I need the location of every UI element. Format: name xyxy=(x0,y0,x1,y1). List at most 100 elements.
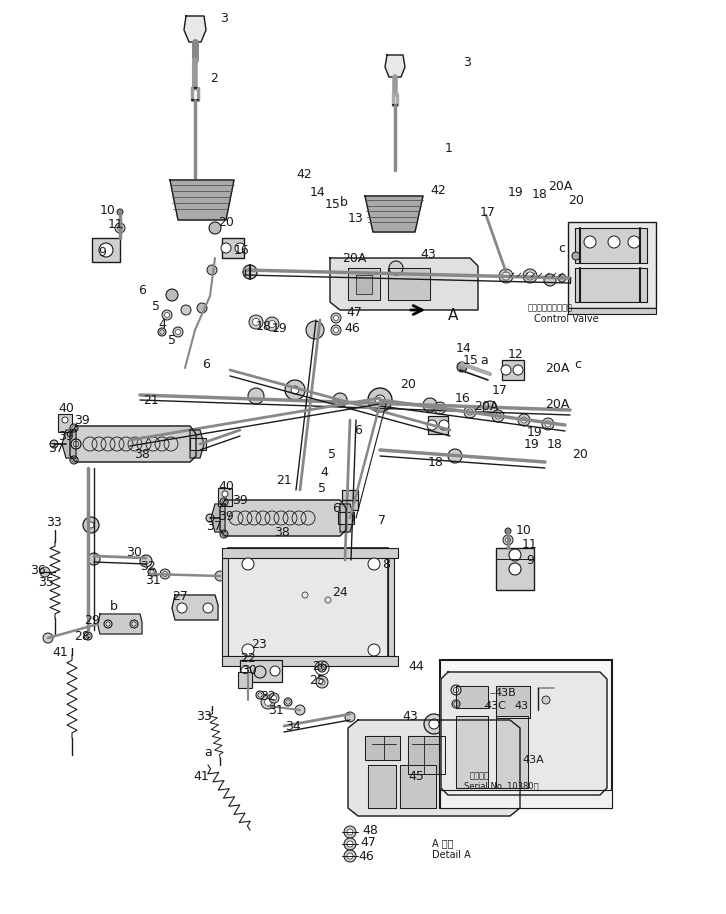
Circle shape xyxy=(467,409,473,415)
Circle shape xyxy=(264,698,272,706)
Circle shape xyxy=(248,388,264,404)
Circle shape xyxy=(243,265,257,279)
Text: 38: 38 xyxy=(274,526,290,539)
Text: 8: 8 xyxy=(382,558,390,570)
Text: 12: 12 xyxy=(508,347,523,360)
Bar xyxy=(440,660,612,808)
Circle shape xyxy=(499,269,513,283)
Text: 18: 18 xyxy=(532,187,548,200)
Polygon shape xyxy=(365,736,400,760)
Circle shape xyxy=(264,698,272,706)
Bar xyxy=(190,438,206,450)
Text: 40: 40 xyxy=(58,401,74,415)
Text: 37: 37 xyxy=(206,520,222,534)
Polygon shape xyxy=(356,275,372,294)
Text: 11: 11 xyxy=(522,537,538,550)
Text: 18: 18 xyxy=(428,455,444,469)
Text: 6: 6 xyxy=(138,283,146,296)
Text: 37: 37 xyxy=(48,441,64,454)
Circle shape xyxy=(173,327,183,337)
Circle shape xyxy=(209,222,221,234)
Text: 21: 21 xyxy=(276,473,292,486)
Text: 20A: 20A xyxy=(342,251,367,264)
Circle shape xyxy=(439,420,449,430)
Text: 9: 9 xyxy=(526,554,534,567)
Circle shape xyxy=(104,620,112,628)
Bar xyxy=(338,512,354,524)
Text: 31: 31 xyxy=(268,704,284,717)
Circle shape xyxy=(429,719,439,729)
Text: 43: 43 xyxy=(402,709,417,722)
Circle shape xyxy=(347,841,353,847)
Circle shape xyxy=(163,571,168,577)
Text: 42: 42 xyxy=(430,185,446,197)
Circle shape xyxy=(162,310,172,320)
Circle shape xyxy=(272,696,277,700)
Polygon shape xyxy=(388,268,430,300)
Text: c: c xyxy=(574,357,581,370)
Bar xyxy=(92,238,120,262)
Circle shape xyxy=(451,685,461,695)
Text: 18: 18 xyxy=(547,439,563,452)
Text: 40: 40 xyxy=(218,480,234,493)
Circle shape xyxy=(40,567,50,577)
Text: a: a xyxy=(480,354,488,367)
Text: 32: 32 xyxy=(260,689,276,703)
Text: 9: 9 xyxy=(98,246,106,259)
Text: 26: 26 xyxy=(312,660,327,673)
Text: b: b xyxy=(110,600,118,612)
Circle shape xyxy=(347,829,353,835)
Circle shape xyxy=(319,679,325,685)
Bar xyxy=(496,548,534,590)
Text: 20A: 20A xyxy=(548,179,572,193)
Circle shape xyxy=(269,321,275,327)
Circle shape xyxy=(545,421,551,427)
Bar xyxy=(222,656,398,666)
Text: 10: 10 xyxy=(516,524,532,537)
Text: 27: 27 xyxy=(172,590,188,603)
Circle shape xyxy=(389,261,403,275)
Text: 20A: 20A xyxy=(545,362,569,375)
Circle shape xyxy=(206,514,214,522)
Circle shape xyxy=(628,236,640,248)
Text: 36: 36 xyxy=(30,564,46,577)
Bar xyxy=(568,222,656,308)
Polygon shape xyxy=(172,595,218,620)
Circle shape xyxy=(542,696,550,704)
Polygon shape xyxy=(400,765,436,808)
Circle shape xyxy=(295,705,305,715)
Text: 35: 35 xyxy=(38,577,54,590)
Circle shape xyxy=(344,838,356,850)
Circle shape xyxy=(285,380,305,400)
Circle shape xyxy=(176,330,181,335)
Text: 19: 19 xyxy=(508,186,523,198)
Circle shape xyxy=(501,365,511,375)
Text: A: A xyxy=(448,309,458,324)
Circle shape xyxy=(331,325,341,335)
Circle shape xyxy=(222,491,228,497)
Text: 24: 24 xyxy=(332,586,348,599)
Circle shape xyxy=(115,223,125,233)
Polygon shape xyxy=(98,614,142,634)
Text: 45: 45 xyxy=(408,770,424,782)
Text: 4: 4 xyxy=(320,465,328,479)
Polygon shape xyxy=(211,504,225,532)
Text: 42: 42 xyxy=(296,168,311,182)
Polygon shape xyxy=(340,504,354,532)
Circle shape xyxy=(181,305,191,315)
Circle shape xyxy=(509,549,521,561)
Circle shape xyxy=(501,271,511,281)
Circle shape xyxy=(166,289,178,301)
Text: 41: 41 xyxy=(52,646,68,660)
Text: 19: 19 xyxy=(524,439,539,452)
Circle shape xyxy=(197,303,207,313)
Text: 14: 14 xyxy=(310,186,326,198)
Bar xyxy=(388,558,394,656)
Text: 15: 15 xyxy=(325,197,341,210)
Text: Detail A: Detail A xyxy=(432,850,470,860)
Text: 30: 30 xyxy=(126,546,142,558)
Circle shape xyxy=(452,700,460,708)
Text: 47: 47 xyxy=(360,836,376,849)
Circle shape xyxy=(333,315,338,321)
Text: 48: 48 xyxy=(362,824,378,836)
